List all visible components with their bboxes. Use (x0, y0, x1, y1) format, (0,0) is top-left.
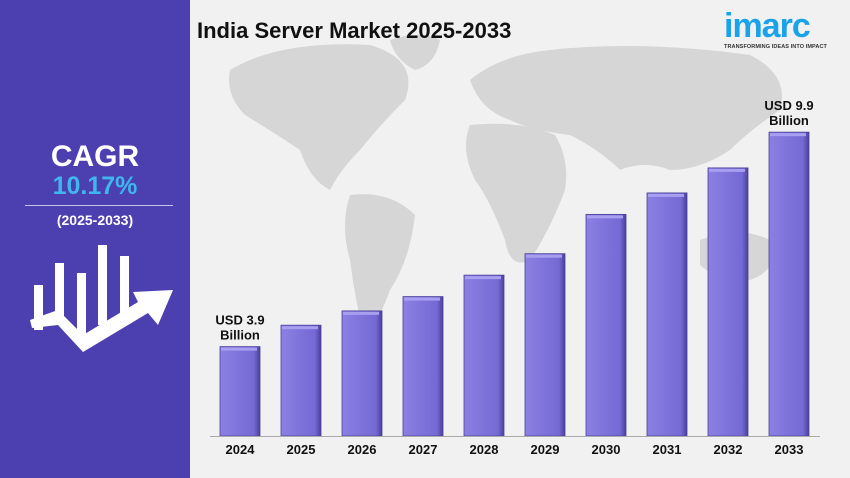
bar-highlight (709, 168, 745, 172)
world-map-background (229, 35, 782, 340)
x-tick-label: 2032 (714, 442, 743, 457)
x-tick-label: 2024 (226, 442, 256, 457)
bar-highlight (343, 311, 379, 315)
bar-2029 (524, 253, 566, 437)
logo-tagline: TRANSFORMING IDEAS INTO IMPACT (724, 44, 828, 50)
bar-2027 (402, 296, 444, 437)
bar-highlight (526, 254, 562, 258)
bar-chart: 2024 2025 2026 2027 2028 2029 2030 2031 2032 2033… (210, 98, 820, 457)
growth-chart-icon (30, 245, 173, 352)
x-tick-label: 2027 (409, 442, 438, 457)
logo-text: imarc (724, 7, 811, 45)
cagr-value: 10.17% (52, 172, 138, 200)
bar-2025 (280, 324, 322, 437)
cagr-period: (2025-2033) (56, 212, 134, 228)
data-label-2024: Billion (220, 328, 260, 343)
bar-highlight (587, 215, 623, 219)
x-tick-label: 2033 (775, 442, 804, 457)
bar-highlight (648, 193, 684, 197)
x-tick-label: 2025 (287, 442, 316, 457)
bar-2028 (463, 274, 505, 437)
bar-2026 (341, 310, 383, 437)
left-panel: CAGR 10.17% (2025-2033) (0, 0, 190, 478)
x-tick-label: 2029 (531, 442, 560, 457)
bar-2024 (219, 346, 261, 437)
x-tick-label: 2028 (470, 442, 499, 457)
cagr-label: CAGR (50, 140, 140, 173)
x-tick-label: 2026 (348, 442, 377, 457)
bar-2031 (646, 192, 688, 437)
x-tick-label: 2031 (653, 442, 682, 457)
x-tick-label: 2030 (592, 442, 621, 457)
bar-highlight (404, 297, 440, 301)
bar-highlight (465, 276, 501, 280)
data-label-2033: Billion (769, 113, 809, 128)
divider (25, 205, 173, 206)
imarc-logo: imarc TRANSFORMING IDEAS INTO IMPACT (724, 8, 849, 50)
bar-highlight (282, 326, 318, 330)
bar-highlight (221, 347, 257, 351)
data-label-2024: USD 3.9 (215, 313, 264, 328)
data-label-2033: USD 9.9 (764, 98, 813, 113)
bar-highlight (770, 133, 806, 137)
bar-2033 (768, 131, 810, 437)
bar-2030 (585, 213, 627, 437)
page-title: India Server Market 2025-2033 (197, 18, 512, 43)
bar-2032 (707, 167, 749, 437)
